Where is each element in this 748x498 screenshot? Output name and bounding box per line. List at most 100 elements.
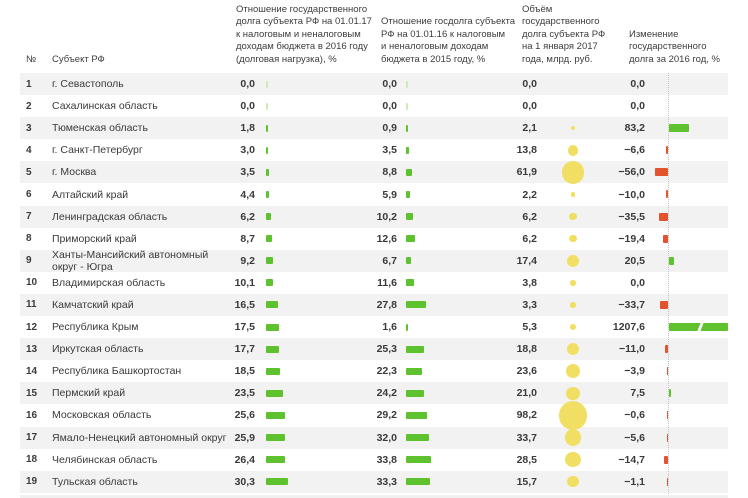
column-header-debt-load-2017: Отношение государственного долга субъект… — [236, 3, 372, 65]
debt-load-2017-bar — [266, 213, 271, 221]
debt-load-2017-bar — [266, 389, 284, 397]
table-row: 17 Ямало-Ненецкий автономный округ 25,9 32,… — [0, 426, 748, 449]
debt-load-2016-value: 25,3 — [376, 343, 397, 356]
debt-load-2017-bar — [266, 411, 285, 419]
debt-load-2017-value: 6,2 — [240, 210, 255, 223]
debt-change-value: −6,6 — [624, 144, 645, 157]
debt-load-2017-value: 25,9 — [234, 431, 255, 444]
debt-volume-value: 98,2 — [516, 409, 537, 422]
debt-change-bar — [659, 300, 668, 309]
row-number: 16 — [26, 409, 38, 421]
debt-change-value: 0,0 — [630, 276, 645, 289]
debt-load-2017-bar — [266, 168, 269, 176]
debt-change-value: −33,7 — [618, 298, 645, 311]
debt-volume-bubble — [569, 235, 577, 243]
debt-change-value: 20,5 — [624, 254, 645, 267]
table-row: 1 г. Севастополь 0,0 0,0 0,0 0,0 — [0, 73, 748, 96]
debt-change-bar — [669, 124, 689, 133]
debt-volume-value: 2,1 — [522, 122, 537, 135]
debt-change-value: −3,9 — [624, 365, 645, 378]
debt-volume-value: 21,0 — [516, 387, 537, 400]
column-header-debt-change: Изменение государственного долга за 2016… — [629, 28, 720, 65]
row-number: 14 — [26, 365, 38, 377]
debt-volume-bubble — [558, 401, 588, 430]
row-number: 3 — [26, 122, 32, 134]
debt-volume-value: 6,2 — [522, 232, 537, 245]
debt-load-2017-bar — [266, 323, 279, 331]
debt-change-bar — [665, 345, 668, 354]
debt-change-value: −10,0 — [618, 188, 645, 201]
debt-volume-value: 15,7 — [516, 475, 537, 488]
debt-change-value: −11,0 — [619, 343, 645, 356]
debt-load-2017-value: 30,3 — [234, 475, 255, 488]
debt-load-2016-bar — [406, 411, 428, 419]
debt-volume-value: 3,8 — [522, 276, 537, 289]
debt-load-2016-bar — [406, 301, 427, 309]
debt-load-2016-value: 3,5 — [382, 144, 397, 157]
column-header-number: № — [26, 53, 37, 65]
debt-change-bar — [659, 212, 668, 221]
debt-load-2017-bar — [266, 345, 279, 353]
table-row: 10 Владимирская область 10,1 11,6 3,8 0,0 — [0, 272, 748, 294]
bar-break-mark — [696, 322, 705, 333]
debt-change-bar — [665, 190, 668, 199]
row-number: 12 — [26, 321, 38, 333]
debt-change-value: −5,6 — [624, 431, 645, 444]
debt-volume-value: 0,0 — [522, 100, 537, 113]
debt-change-bar — [664, 455, 668, 464]
debt-volume-bubble — [567, 476, 579, 488]
debt-load-2017-value: 0,0 — [240, 100, 255, 113]
debt-load-2016-value: 33,3 — [376, 475, 397, 488]
region-name: Ленинградская область — [52, 210, 168, 223]
row-number: 13 — [26, 343, 38, 355]
table-row: 2 Сахалинская область 0,0 0,0 0,0 0,0 — [0, 95, 748, 117]
table-row: 12 Республика Крым 17,5 1,6 5,3 1207,6 — [0, 316, 748, 338]
table-rows: 1 г. Севастополь 0,0 0,0 0,0 0,0 2 Сахалинская … — [0, 73, 748, 493]
debt-volume-bubble — [569, 323, 577, 331]
debt-load-2016-bar — [406, 279, 415, 287]
debt-load-2016-value: 5,9 — [382, 188, 397, 201]
table-row: 7 Ленинградская область 6,2 10,2 6,2 −35,5 — [0, 205, 748, 228]
debt-load-2017-bar — [266, 102, 268, 110]
debt-change-value: 0,0 — [630, 78, 645, 91]
row-number: 2 — [26, 100, 32, 112]
column-header-debt-load-2016: Отношение госдолга субъекта РФ на 01.01.… — [381, 16, 516, 65]
region-name: Тульская область — [52, 475, 138, 488]
debt-load-2017-bar — [266, 235, 273, 243]
row-number: 9 — [26, 255, 32, 267]
debt-load-2017-bar — [266, 146, 269, 154]
table-row: 3 Тюменская область 1,8 0,9 2,1 83,2 — [0, 117, 748, 140]
debt-load-2016-bar — [406, 146, 409, 154]
debt-load-2016-value: 12,6 — [376, 232, 397, 245]
debt-change-bar — [669, 389, 671, 398]
debt-change-value: 83,2 — [624, 122, 645, 135]
row-number: 11 — [26, 299, 37, 311]
debt-volume-bubble — [570, 302, 576, 308]
debt-load-2016-bar — [406, 235, 416, 243]
debt-load-2017-bar — [266, 434, 285, 441]
region-name: Пермский край — [52, 387, 126, 400]
debt-load-2017-value: 16,5 — [234, 298, 255, 311]
debt-load-2017-bar — [266, 124, 268, 132]
table-row: 8 Приморский край 8,7 12,6 6,2 −19,4 — [0, 228, 748, 250]
debt-volume-value: 17,4 — [516, 254, 537, 267]
debt-volume-value: 6,2 — [522, 210, 537, 223]
debt-change-value: −1,1 — [624, 475, 645, 488]
change-zero-axis — [668, 73, 669, 494]
row-number: 5 — [26, 166, 32, 178]
debt-load-2016-value: 22,3 — [376, 365, 397, 378]
table-row: 6 Алтайский край 4,4 5,9 2,2 −10,0 — [0, 183, 748, 205]
region-name: Иркутская область — [52, 343, 144, 356]
row-number: 17 — [26, 432, 38, 444]
column-header-region: Субъект РФ — [52, 53, 105, 65]
table-row: 15 Пермский край 23,5 24,2 21,0 7,5 — [0, 382, 748, 405]
region-name: Республика Крым — [52, 321, 139, 334]
debt-load-2016-bar — [406, 389, 424, 397]
region-name: Приморский край — [52, 232, 137, 245]
debt-load-2017-value: 17,5 — [234, 321, 255, 334]
debt-load-2016-bar — [406, 323, 408, 331]
debt-volume-value: 0,0 — [522, 78, 537, 91]
debt-volume-bubble — [561, 161, 585, 184]
row-number: 6 — [26, 189, 32, 201]
debt-load-2016-value: 24,2 — [376, 387, 397, 400]
